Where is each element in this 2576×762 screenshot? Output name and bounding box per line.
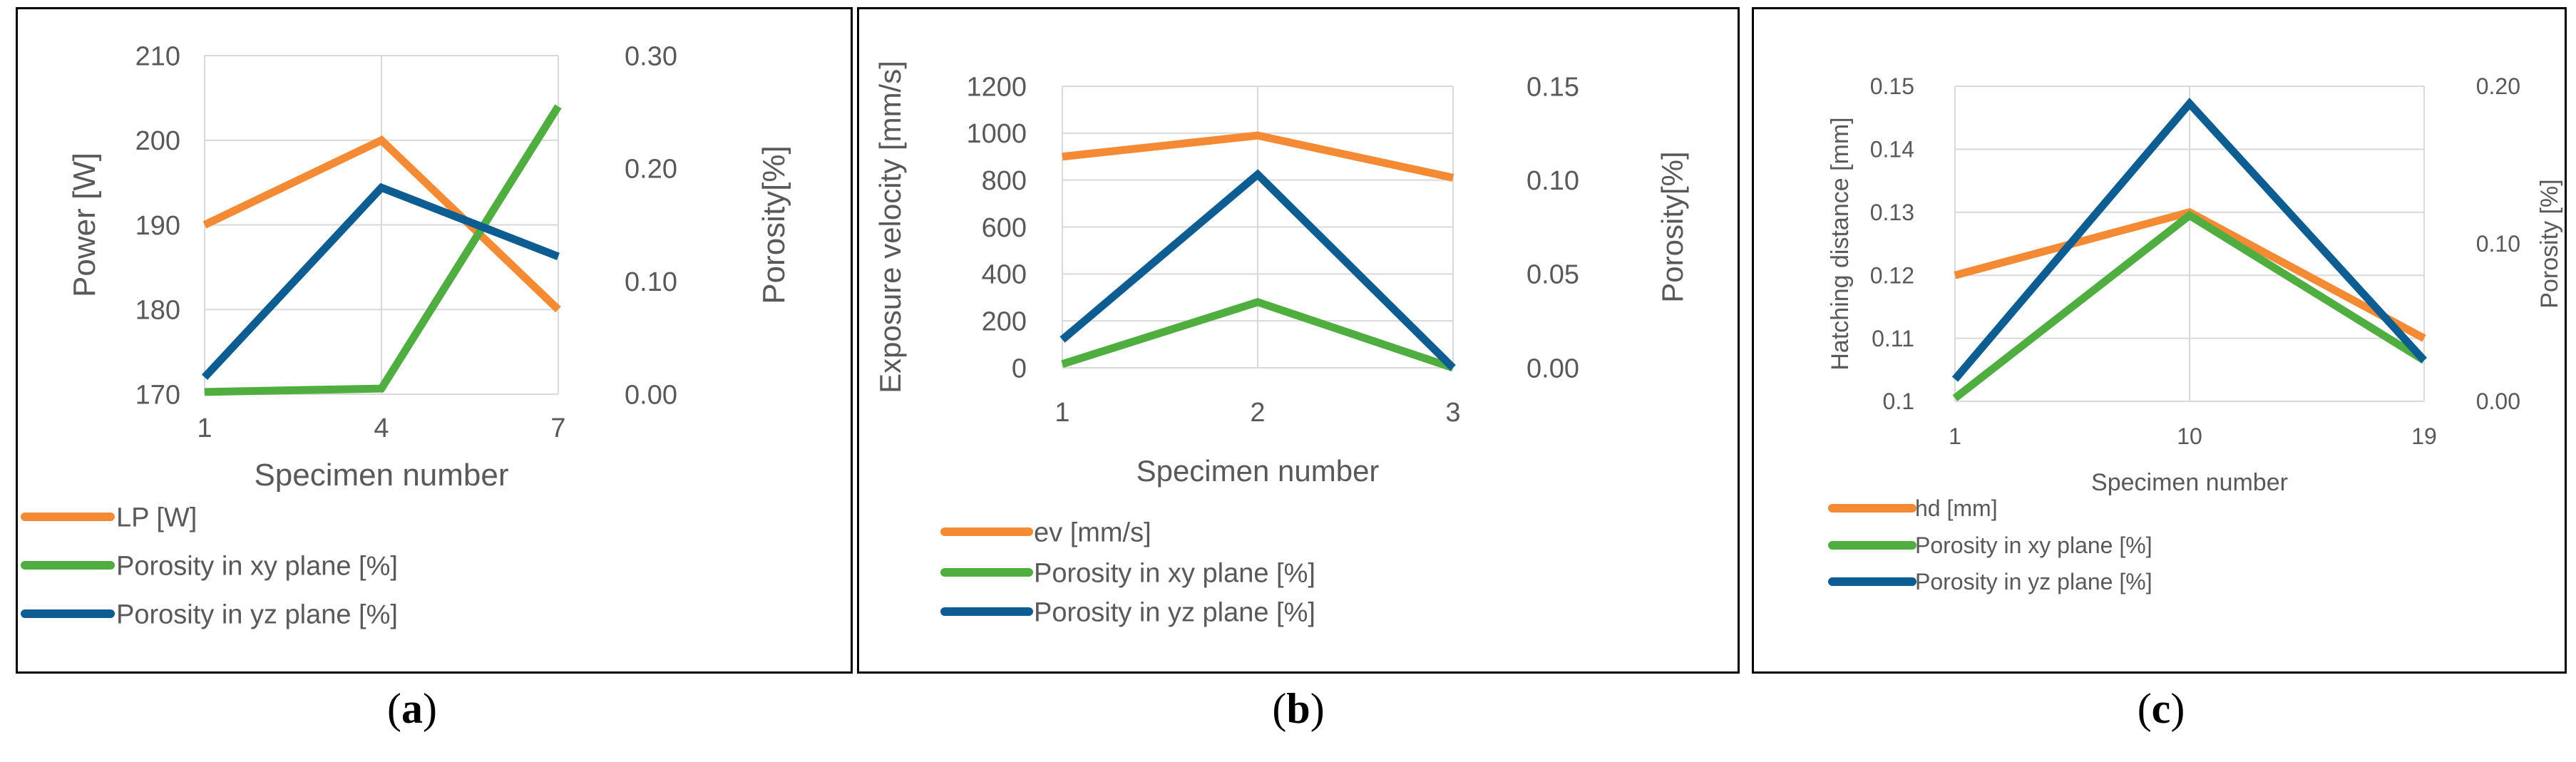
series-line-orange xyxy=(202,135,561,313)
y2-tick-label: 0.10 xyxy=(1526,166,1579,196)
x-tick-label: 1 xyxy=(1054,398,1069,428)
y2-tick-label: 0.00 xyxy=(1526,354,1579,383)
legend-label: hd [mm] xyxy=(1915,495,1998,521)
x-tick-label: 1 xyxy=(1949,423,1961,449)
series-line-blue xyxy=(1059,169,1456,371)
legend-label: ev [mm/s] xyxy=(1034,518,1151,547)
x-tick-label: 10 xyxy=(2177,423,2202,449)
chart-b: 0 200 400 600 800 1000 1200 0.00 0.05 0.10 0.15 1 2 3… xyxy=(873,61,1689,627)
chart-panel-a: 170 180 190 200 210 0.00 0.10 0.20 0.30 1 4 7 Power … xyxy=(16,7,853,674)
series-line-green xyxy=(1061,298,1454,372)
y-axis-title: Power [W] xyxy=(67,153,102,297)
x-axis-title: Specimen number xyxy=(254,458,508,493)
y-tick-label: 0.14 xyxy=(1870,137,1914,163)
chart-a: 170 180 190 200 210 0.00 0.10 0.20 0.30 1 4 7 Power … xyxy=(21,41,791,629)
x-tick-label: 3 xyxy=(1445,398,1460,428)
y2-tick-label: 0.10 xyxy=(2476,231,2520,257)
series-line-orange xyxy=(1062,131,1454,182)
x-tick-label: 2 xyxy=(1250,398,1265,428)
legend-label: Porosity in xy plane [%] xyxy=(116,551,398,581)
chart-panel-c: 0.1 0.11 0.12 0.13 0.14 0.15 0.00 0.10 0.20 1 10 19… xyxy=(1752,7,2567,674)
legend-label: Porosity in yz plane [%] xyxy=(1034,597,1315,627)
y-tick-label: 0.13 xyxy=(1870,200,1914,225)
y2-tick-label: 0.00 xyxy=(2476,388,2520,414)
y-tick-label: 0.12 xyxy=(1870,262,1914,288)
y-tick-label: 200 xyxy=(982,307,1027,336)
legend-label: LP [W] xyxy=(116,503,197,532)
y-tick-label: 210 xyxy=(135,41,180,71)
y2-tick-label: 0.10 xyxy=(625,267,677,297)
series-line-green xyxy=(1952,210,2426,401)
y-tick-label: 1200 xyxy=(966,72,1027,102)
y-tick-label: 200 xyxy=(135,126,180,156)
y-tick-label: 190 xyxy=(135,211,180,241)
y2-axis-title: Porosity [%] xyxy=(2536,179,2563,308)
y2-tick-label: 0.20 xyxy=(625,155,677,185)
x-tick-label: 19 xyxy=(2411,423,2437,449)
y-tick-label: 1000 xyxy=(966,119,1027,149)
y2-tick-label: 0.15 xyxy=(1526,72,1579,102)
y-tick-label: 400 xyxy=(982,260,1027,290)
y2-tick-label: 0.30 xyxy=(625,41,677,71)
y-tick-label: 0.15 xyxy=(1870,73,1914,99)
chart-panel-b: 0 200 400 600 800 1000 1200 0.00 0.05 0.10 0.15 1 2 3… xyxy=(857,7,1740,674)
caption-c: (c) xyxy=(2137,685,2185,732)
series-line-green xyxy=(204,104,562,396)
chart-c: 0.1 0.11 0.12 0.13 0.14 0.15 0.00 0.10 0.20 1 10 19… xyxy=(1827,73,2563,594)
legend-label: Porosity in yz plane [%] xyxy=(1915,569,2152,594)
series-line-blue xyxy=(1951,97,2428,382)
x-axis-title: Specimen number xyxy=(1136,454,1380,488)
legend-label: Porosity in yz plane [%] xyxy=(116,599,398,629)
y-tick-label: 180 xyxy=(135,296,180,326)
y2-tick-label: 0.20 xyxy=(2476,73,2520,99)
y-tick-label: 800 xyxy=(982,166,1027,196)
x-tick-label: 4 xyxy=(374,413,389,443)
y-axis-title: Hatching distance [mm] xyxy=(1827,117,1854,370)
x-tick-label: 1 xyxy=(197,413,212,443)
x-axis-title: Specimen number xyxy=(2091,469,2288,496)
y2-tick-label: 0.00 xyxy=(625,380,677,410)
y-tick-label: 0 xyxy=(1012,354,1027,383)
caption-a: (a) xyxy=(387,685,437,732)
y-axis-title: Exposure velocity [mm/s] xyxy=(873,61,907,393)
y-tick-label: 0.11 xyxy=(1872,326,1914,351)
y2-axis-title: Porosity[%] xyxy=(756,145,791,304)
y-tick-label: 170 xyxy=(135,380,180,410)
x-tick-label: 7 xyxy=(550,413,565,443)
y2-axis-title: Porosity[%] xyxy=(1656,151,1689,302)
caption-b: (b) xyxy=(1272,685,1325,732)
y-tick-label: 600 xyxy=(982,213,1027,243)
series-line-blue xyxy=(201,182,560,381)
legend-label: Porosity in xy plane [%] xyxy=(1034,558,1315,588)
y-tick-label: 0.1 xyxy=(1883,388,1914,414)
y2-tick-label: 0.05 xyxy=(1526,260,1579,290)
legend-label: Porosity in xy plane [%] xyxy=(1915,532,2152,558)
